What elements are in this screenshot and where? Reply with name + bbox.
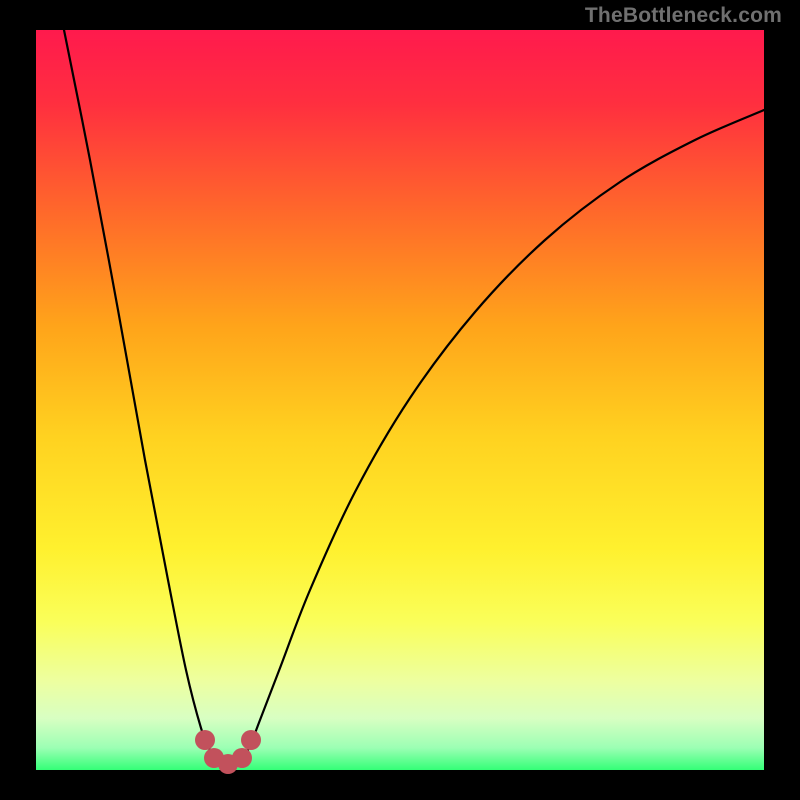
- marker-point: [241, 730, 261, 750]
- plot-area: [36, 30, 764, 770]
- watermark-text: TheBottleneck.com: [585, 4, 782, 28]
- marker-point: [232, 748, 252, 768]
- chart-svg: [0, 0, 800, 800]
- chart-root: TheBottleneck.com: [0, 0, 800, 800]
- marker-point: [195, 730, 215, 750]
